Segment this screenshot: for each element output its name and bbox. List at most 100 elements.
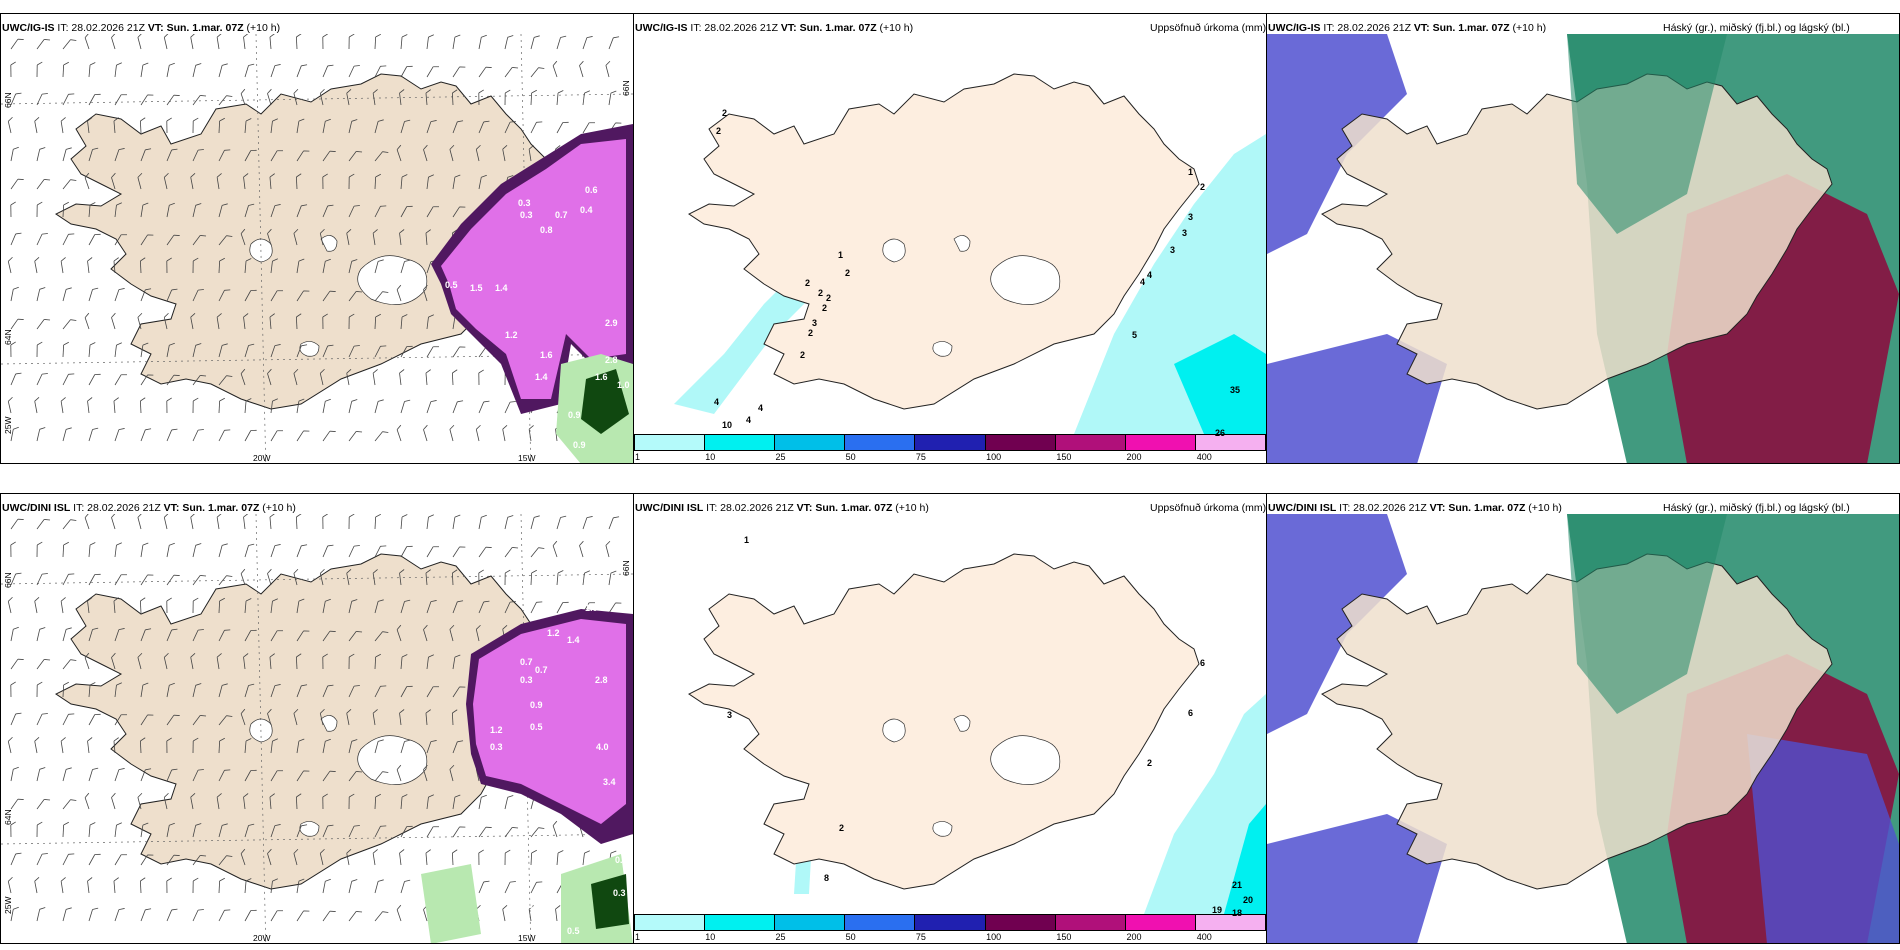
wind-barb (556, 90, 564, 106)
wind-barb (62, 627, 72, 642)
wind-barb (140, 822, 149, 838)
wind-barb (504, 121, 516, 134)
wind-barb (296, 544, 308, 558)
wind-barb (426, 346, 440, 358)
wind-barb (426, 686, 440, 698)
wind-barb (10, 286, 19, 302)
wind-barb (400, 514, 408, 530)
precip-rate-label: 3.4 (603, 777, 616, 787)
wind-barb (244, 203, 255, 218)
colorbar-row2-tick-label: 1 (635, 932, 641, 942)
precip-rate-label: 0.9 (568, 410, 581, 420)
colorbar-labels-row2: 1 10 25 50 75 100 150 200 400 (634, 932, 1266, 943)
wind-barb (244, 909, 257, 922)
wind-barb (504, 827, 519, 838)
wind-barb (374, 685, 387, 698)
wind-barb (582, 516, 593, 530)
wind-barb (426, 34, 434, 50)
precip-rate-label: 0.7 (520, 657, 533, 667)
header-r1p2: UWC/IG-IS IT: 28.02.2026 21Z VT: Sun. 1.… (635, 22, 914, 34)
wind-barb (84, 652, 90, 670)
wind-barb (140, 908, 152, 922)
wind-barb (322, 598, 331, 614)
precip-accum-label: 35 (1230, 385, 1241, 395)
colorbar-row2-tick-label: 150 (1056, 932, 1072, 942)
cloud-low-west (1267, 34, 1407, 254)
wind-barb (140, 542, 149, 558)
map-wind-row1 (1, 34, 633, 463)
wind-barb (88, 682, 96, 698)
wind-barb (374, 825, 387, 838)
precip-rate-label: 0.5 (445, 280, 458, 290)
wind-barb (452, 794, 461, 810)
wind-barb (293, 708, 299, 726)
wind-barb (62, 767, 72, 782)
wind-barb (140, 62, 149, 78)
wind-barb (163, 312, 169, 330)
wind-barb (36, 627, 46, 642)
wind-barb (10, 518, 24, 530)
precip-rate-label: 0.6 (585, 185, 598, 195)
wind-barb (36, 319, 51, 330)
wind-barb (216, 653, 222, 670)
wind-barb (452, 66, 466, 78)
wind-barb (346, 569, 352, 586)
wind-barb (293, 848, 299, 866)
wind-barb (10, 541, 16, 558)
wind-barb (111, 514, 116, 530)
wind-barb (192, 117, 199, 134)
colorbar-row2-tick-label: 50 (845, 932, 856, 942)
wind-barb (166, 94, 180, 106)
precip-rate-label: 0.3 (520, 675, 533, 685)
wind-barb (452, 120, 464, 134)
wind-barb (348, 205, 360, 218)
wind-barb (137, 312, 143, 330)
wind-barb (346, 89, 352, 106)
wind-barb (267, 708, 272, 726)
precip-accum-label: 18 (1232, 908, 1243, 918)
precip-rate-label: 0.5 (530, 722, 543, 732)
wind-barb (114, 94, 128, 106)
wind-barb (218, 149, 231, 162)
wind-barb (114, 682, 122, 698)
wind-barb (240, 568, 246, 586)
wind-barb (36, 541, 43, 558)
wind-barb (372, 89, 378, 106)
wind-barb (348, 545, 360, 558)
wind-barb (374, 793, 381, 810)
wind-barb (296, 770, 310, 782)
wind-barb (270, 290, 284, 302)
wind-barb (400, 825, 413, 838)
precip-rate-label: 0.3 (520, 210, 533, 220)
wind-barb (348, 431, 363, 442)
wind-barb (372, 369, 378, 386)
wind-barb (244, 118, 252, 134)
wind-barb (36, 767, 46, 782)
wind-barb (244, 683, 255, 698)
wind-barb (502, 905, 508, 922)
wind-barb (62, 427, 72, 442)
wind-barb (88, 342, 96, 358)
wind-barb (166, 148, 178, 162)
wind-barb (88, 233, 101, 246)
precip-rate-label: 0.5 (567, 926, 580, 936)
precip-area-darkgreen (581, 369, 629, 434)
precip-accum-label: 4 (746, 415, 752, 425)
wind-barb (478, 369, 484, 386)
wind-barb (374, 545, 387, 558)
wind-barb (216, 173, 222, 190)
wind-barb (348, 313, 355, 330)
wind-barb (140, 628, 152, 642)
wind-barb (163, 514, 169, 530)
precip-rate-label: 1.2 (505, 330, 518, 340)
wind-barb (137, 172, 143, 190)
wind-barb (140, 148, 152, 162)
wind-barb (348, 771, 363, 782)
precip-rate-label: 1.4 (495, 283, 508, 293)
wind-barb (88, 767, 99, 782)
wind-barb (62, 541, 69, 558)
wind-barb (322, 770, 336, 782)
wind-barb (87, 257, 93, 274)
wind-barb (166, 908, 178, 922)
wind-barb (192, 597, 199, 614)
